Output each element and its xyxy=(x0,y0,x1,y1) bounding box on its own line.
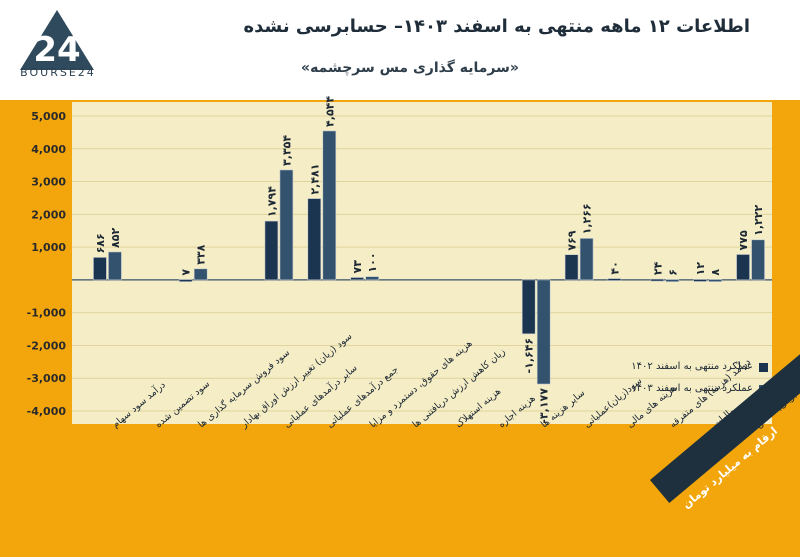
data-label: ۱,۲۶۶ xyxy=(581,203,594,234)
data-label: ۶۸۶ xyxy=(94,233,107,253)
bar-1402 xyxy=(693,279,707,282)
data-label: ۸ xyxy=(709,269,722,276)
y-tick-label: 1,000 xyxy=(31,241,66,254)
svg-text:24: 24 xyxy=(33,30,80,70)
bar-1403 xyxy=(536,279,551,385)
bar-1402 xyxy=(607,278,622,281)
bar-1403 xyxy=(751,239,765,281)
legend-swatch-1402 xyxy=(759,362,768,372)
data-label: ۱۲ xyxy=(694,262,707,276)
bourse24-logo: 24 xyxy=(20,10,94,70)
data-label: ۷۷۵ xyxy=(737,230,750,250)
y-tick-label: 3,000 xyxy=(31,176,66,189)
bar-1403 xyxy=(108,251,122,281)
legend-item-1403: عملکرد منتهی به اسفند ۱۴۰۳ xyxy=(572,378,768,400)
bar-1402 xyxy=(307,198,322,281)
data-label: ۳۳۸ xyxy=(195,244,208,264)
y-tick-label: -1,000 xyxy=(27,307,67,320)
data-label: -۳,۱۷۷ xyxy=(538,388,551,424)
bar-1403 xyxy=(279,169,294,281)
y-tick-label: 5,000 xyxy=(31,110,66,123)
page-subtitle: «سرمایه گذاری مس سرچشمه» xyxy=(301,60,519,76)
bar-1403 xyxy=(665,279,680,282)
data-label: ۱,۲۲۲ xyxy=(752,205,765,236)
data-label: ۳,۳۵۴ xyxy=(280,135,293,166)
chart-legend: عملکرد منتهی به اسفند ۱۴۰۲ عملکرد منتهی … xyxy=(572,356,768,406)
data-label: ۲۴ xyxy=(651,261,664,275)
logo-text: BOURSE24 xyxy=(20,66,96,79)
y-tick-label: 2,000 xyxy=(31,208,66,221)
plot-area xyxy=(72,102,772,424)
y-tick-label: -2,000 xyxy=(27,339,67,352)
bar-1403 xyxy=(708,279,722,282)
y-tick-label: -4,000 xyxy=(27,405,67,418)
x-tick-label: سایر درآمدهای عملیاتی xyxy=(281,361,360,430)
bar-1403 xyxy=(365,276,379,281)
page-title: اطلاعات ۱۲ ماهه منتهی به اسفند ۱۴۰۳– حسا… xyxy=(243,16,750,37)
bar-1402 xyxy=(178,279,193,282)
bar-1402 xyxy=(736,254,750,281)
data-label: -۱,۶۴۶ xyxy=(523,338,536,374)
y-tick-label: 4,000 xyxy=(31,143,66,156)
bar-1402 xyxy=(564,254,579,281)
bar-1403 xyxy=(193,268,208,281)
data-label: ۴۰ xyxy=(608,261,621,274)
x-tick-label: جمع درآمدهای عملیاتی xyxy=(323,362,400,430)
header-panel: 24 BOURSE24 اطلاعات ۱۲ ماهه منتهی به اسف… xyxy=(0,0,800,100)
bar-1403 xyxy=(322,130,337,281)
bar-1402 xyxy=(650,278,665,282)
bar-1402 xyxy=(350,277,364,281)
data-label: ۲,۴۸۱ xyxy=(308,164,321,195)
data-label: ۸۵۲ xyxy=(109,228,122,248)
data-label: ۷۶۹ xyxy=(566,230,579,250)
data-label: ۶ xyxy=(666,269,679,276)
legend-label-1403: عملکرد منتهی به اسفند ۱۴۰۳ xyxy=(631,383,753,394)
bar-1402 xyxy=(93,257,107,281)
data-label: ۷ xyxy=(180,269,193,276)
legend-item-1402: عملکرد منتهی به اسفند ۱۴۰۲ xyxy=(572,356,768,378)
data-label: ۱۰۰ xyxy=(366,252,379,272)
legend-label-1402: عملکرد منتهی به اسفند ۱۴۰۲ xyxy=(631,361,753,372)
bar-1402 xyxy=(521,279,536,335)
data-label: ۴,۵۴۴ xyxy=(323,96,336,127)
data-label: ۱,۷۹۴ xyxy=(265,186,278,217)
bar-1403 xyxy=(579,238,594,281)
data-label: ۷۳ xyxy=(351,260,364,274)
bar-1402 xyxy=(264,220,279,281)
x-tick-label: هزینه اجاره xyxy=(496,393,537,430)
y-tick-label: -3,000 xyxy=(27,372,67,385)
